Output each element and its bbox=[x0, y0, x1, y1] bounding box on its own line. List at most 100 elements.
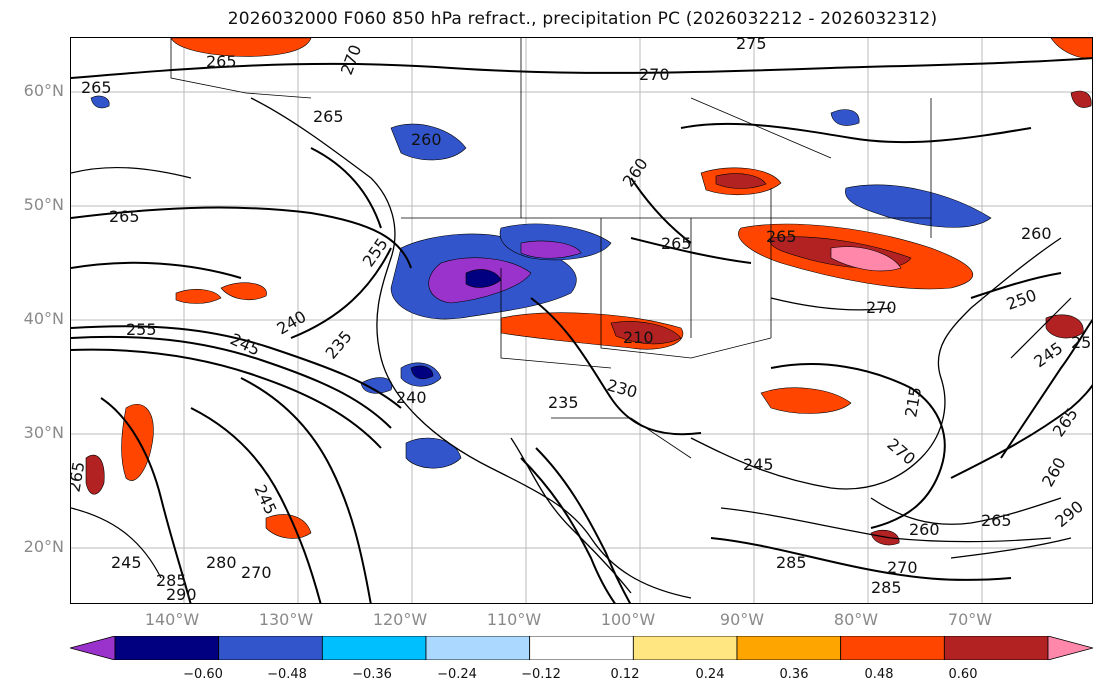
contour-label: 250 bbox=[1004, 285, 1039, 313]
contour-label: 285 bbox=[871, 578, 902, 597]
colorbar-segment bbox=[321, 636, 427, 660]
contour-label: 260 bbox=[1021, 224, 1052, 243]
contour-label: 235 bbox=[322, 327, 356, 363]
longitude-label: 120°W bbox=[372, 610, 428, 629]
colorbar-tick-label: 0.36 bbox=[779, 667, 809, 682]
precip-positive-patch bbox=[265, 514, 312, 539]
longitude-label: 130°W bbox=[258, 610, 314, 629]
colorbar-segment bbox=[943, 636, 1049, 660]
latitude-label: 40°N bbox=[23, 309, 64, 328]
colorbar bbox=[70, 636, 1093, 660]
contour-label: 265 bbox=[661, 234, 692, 253]
contour-label: 210 bbox=[623, 328, 654, 347]
contour-label: 255 bbox=[126, 320, 157, 339]
precip-positive-patch bbox=[121, 403, 154, 481]
contour-label: 265 bbox=[766, 227, 797, 246]
precip-negative-patch bbox=[405, 437, 462, 469]
contour-label: 255 bbox=[359, 234, 392, 270]
longitude-label: 80°W bbox=[833, 610, 879, 629]
contour-label: 240 bbox=[274, 307, 310, 339]
contour-label: 265 bbox=[981, 511, 1012, 530]
latitude-label: 60°N bbox=[23, 81, 64, 100]
colorbar-extend-high bbox=[1047, 636, 1093, 660]
colorbar-extend-low bbox=[70, 636, 116, 660]
colorbar-tick-label: −0.24 bbox=[437, 667, 477, 682]
longitude-label: 100°W bbox=[600, 610, 656, 629]
graticule bbox=[71, 38, 1092, 603]
longitude-label: 90°W bbox=[719, 610, 765, 629]
map-panel[interactable]: 265 265 270 275 270 265 260 260 265 265 … bbox=[70, 37, 1093, 604]
colorbar-tick-label: 0.12 bbox=[610, 667, 640, 682]
contour-label: 290 bbox=[166, 585, 197, 604]
contour-label: 270 bbox=[639, 65, 670, 84]
precip-negative-core bbox=[520, 240, 582, 259]
precip-positive-patch bbox=[175, 289, 222, 304]
contour-label: 245 bbox=[743, 455, 774, 474]
contour-label: 235 bbox=[548, 393, 579, 412]
colorbar-segment bbox=[529, 636, 634, 660]
colorbar-segment bbox=[632, 636, 738, 660]
precip-positive-patch bbox=[220, 282, 267, 301]
contour-label: 270 bbox=[337, 42, 365, 77]
contour-label: 275 bbox=[736, 38, 767, 53]
precip-negative-core bbox=[410, 365, 434, 380]
precip-positive-patch bbox=[760, 387, 852, 414]
colorbar-segment bbox=[736, 636, 842, 660]
colorbar-tick-label: 0.60 bbox=[948, 667, 978, 682]
contour-label: 250 bbox=[1071, 333, 1093, 352]
latitude-label: 20°N bbox=[23, 537, 64, 556]
contour-label: 265 bbox=[206, 52, 237, 71]
contour-label: 280 bbox=[206, 553, 237, 572]
contour-label: 260 bbox=[619, 154, 652, 190]
precip-positive-peak bbox=[830, 246, 902, 272]
precip-negative-patch bbox=[390, 123, 467, 161]
colorbar-tick-label: −0.60 bbox=[183, 667, 223, 682]
contour-label: 245 bbox=[111, 553, 142, 572]
precip-negative-patch bbox=[360, 377, 393, 394]
contour-label: 240 bbox=[396, 388, 427, 407]
contour-label: 285 bbox=[156, 571, 187, 590]
precip-positive-core bbox=[715, 173, 767, 189]
precip-negative-patch bbox=[90, 95, 110, 109]
contour-label: 260 bbox=[1038, 454, 1070, 490]
colorbar-tick-label: −0.12 bbox=[521, 667, 561, 682]
contour-label: 215 bbox=[901, 385, 925, 418]
precip-negative-patch bbox=[830, 109, 860, 126]
longitude-label: 140°W bbox=[144, 610, 200, 629]
contour-label: 270 bbox=[887, 558, 918, 577]
colorbar-segment bbox=[425, 636, 531, 660]
map-title: 2026032000 F060 850 hPa refract., precip… bbox=[227, 9, 938, 29]
contour-label: 290 bbox=[1051, 497, 1087, 531]
contour-label: 265 bbox=[1049, 404, 1082, 440]
precip-positive-core bbox=[610, 321, 682, 345]
precip-positive-patch bbox=[170, 38, 312, 57]
colorbar-tick-label: −0.36 bbox=[352, 667, 392, 682]
contour-labels: 265 265 270 275 270 265 260 260 265 265 … bbox=[71, 38, 1093, 604]
contour-label: 245 bbox=[1030, 338, 1066, 371]
contour-label: 265 bbox=[81, 78, 112, 97]
contour-label: 270 bbox=[866, 298, 897, 317]
contour-label: 265 bbox=[109, 207, 140, 226]
contour-label: 285 bbox=[776, 553, 807, 572]
latitude-label: 30°N bbox=[23, 423, 64, 442]
contour-label: 265 bbox=[313, 107, 344, 126]
contour-label: 260 bbox=[411, 130, 442, 149]
longitude-label: 70°W bbox=[947, 610, 993, 629]
coastlines bbox=[250, 97, 1062, 599]
longitude-label: 110°W bbox=[486, 610, 542, 629]
latitude-label: 50°N bbox=[23, 195, 64, 214]
contour-label: 265 bbox=[71, 460, 89, 493]
refractivity-contours bbox=[71, 57, 1092, 603]
contour-label: 260 bbox=[909, 520, 940, 539]
contour-label: 270 bbox=[241, 563, 272, 582]
precip-fill bbox=[85, 38, 1092, 546]
precip-positive-patch bbox=[85, 454, 105, 495]
colorbar-tick-label: −0.48 bbox=[267, 667, 307, 682]
refractivity-contours-thin bbox=[71, 166, 1072, 579]
colorbar-segment bbox=[218, 636, 323, 660]
contour-label: 270 bbox=[883, 435, 919, 469]
colorbar-tick-label: 0.24 bbox=[695, 667, 725, 682]
colorbar-tick-label: 0.48 bbox=[864, 667, 894, 682]
precip-positive-patch bbox=[1050, 38, 1092, 59]
precip-positive-patch bbox=[1070, 90, 1092, 108]
